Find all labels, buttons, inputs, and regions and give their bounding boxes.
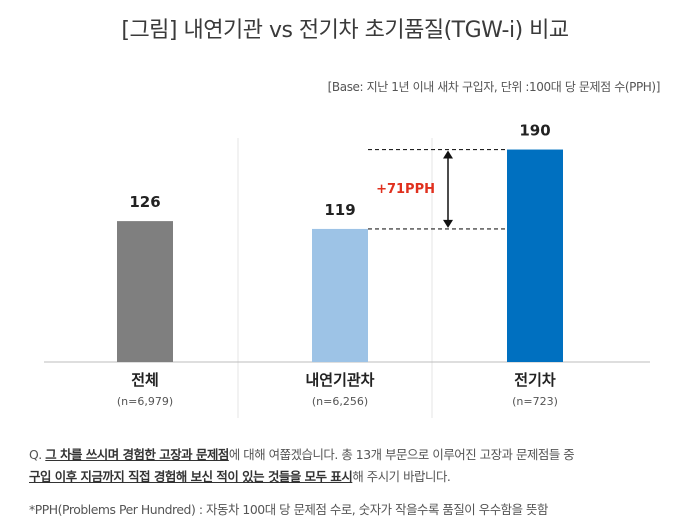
value-label-total: 126 [129,193,160,211]
category-label-ice: 내연기관차 [305,371,374,389]
chart-title: [그림] 내연기관 vs 전기차 초기품질(TGW-i) 비교 [121,18,569,43]
value-label-ev: 190 [519,122,550,140]
value-label-ice: 119 [324,201,355,219]
bar-chart: 126 119 190 전체 내연기관차 전기차 (n=6,979) (n=6,… [44,122,650,418]
sample-size-total: (n=6,979) [117,395,173,408]
bar-ice [312,228,368,362]
difference-label: +71PPH [376,182,435,197]
survey-question-line-2: 구입 이후 지금까지 직접 경험해 보신 적이 있는 것들을 모두 표시해 주시… [29,467,451,485]
category-label-total: 전체 [131,371,159,389]
base-note: [Base: 지난 1년 이내 새차 구입자, 단위 :100대 당 문제점 수… [327,80,661,94]
arrow-head-down [443,219,453,228]
bar-total [117,221,173,362]
bar-ev [507,149,563,362]
arrow-head-up [443,150,453,159]
question-emphasis-2: 구입 이후 지금까지 직접 경험해 보신 적이 있는 것들을 모두 표시 [29,469,353,484]
pph-footnote: *PPH(Problems Per Hundred) : 자동차 100대 당 … [29,502,548,517]
question-emphasis-1: 그 차를 쓰시며 경험한 고장과 문제점 [45,447,229,462]
sample-size-ev: (n=723) [512,395,558,408]
survey-question-line-1: Q. 그 차를 쓰시며 경험한 고장과 문제점에 대해 여쭙겠습니다. 총 13… [29,445,575,463]
question-end: 해 주시기 바랍니다. [352,469,451,484]
category-label-ev: 전기차 [514,371,556,389]
question-middle: 에 대해 여쭙겠습니다. 총 13개 부문으로 이루어진 고장과 문제점들 중 [228,447,575,462]
sample-size-ice: (n=6,256) [312,395,368,408]
question-prefix: Q. [29,447,46,462]
